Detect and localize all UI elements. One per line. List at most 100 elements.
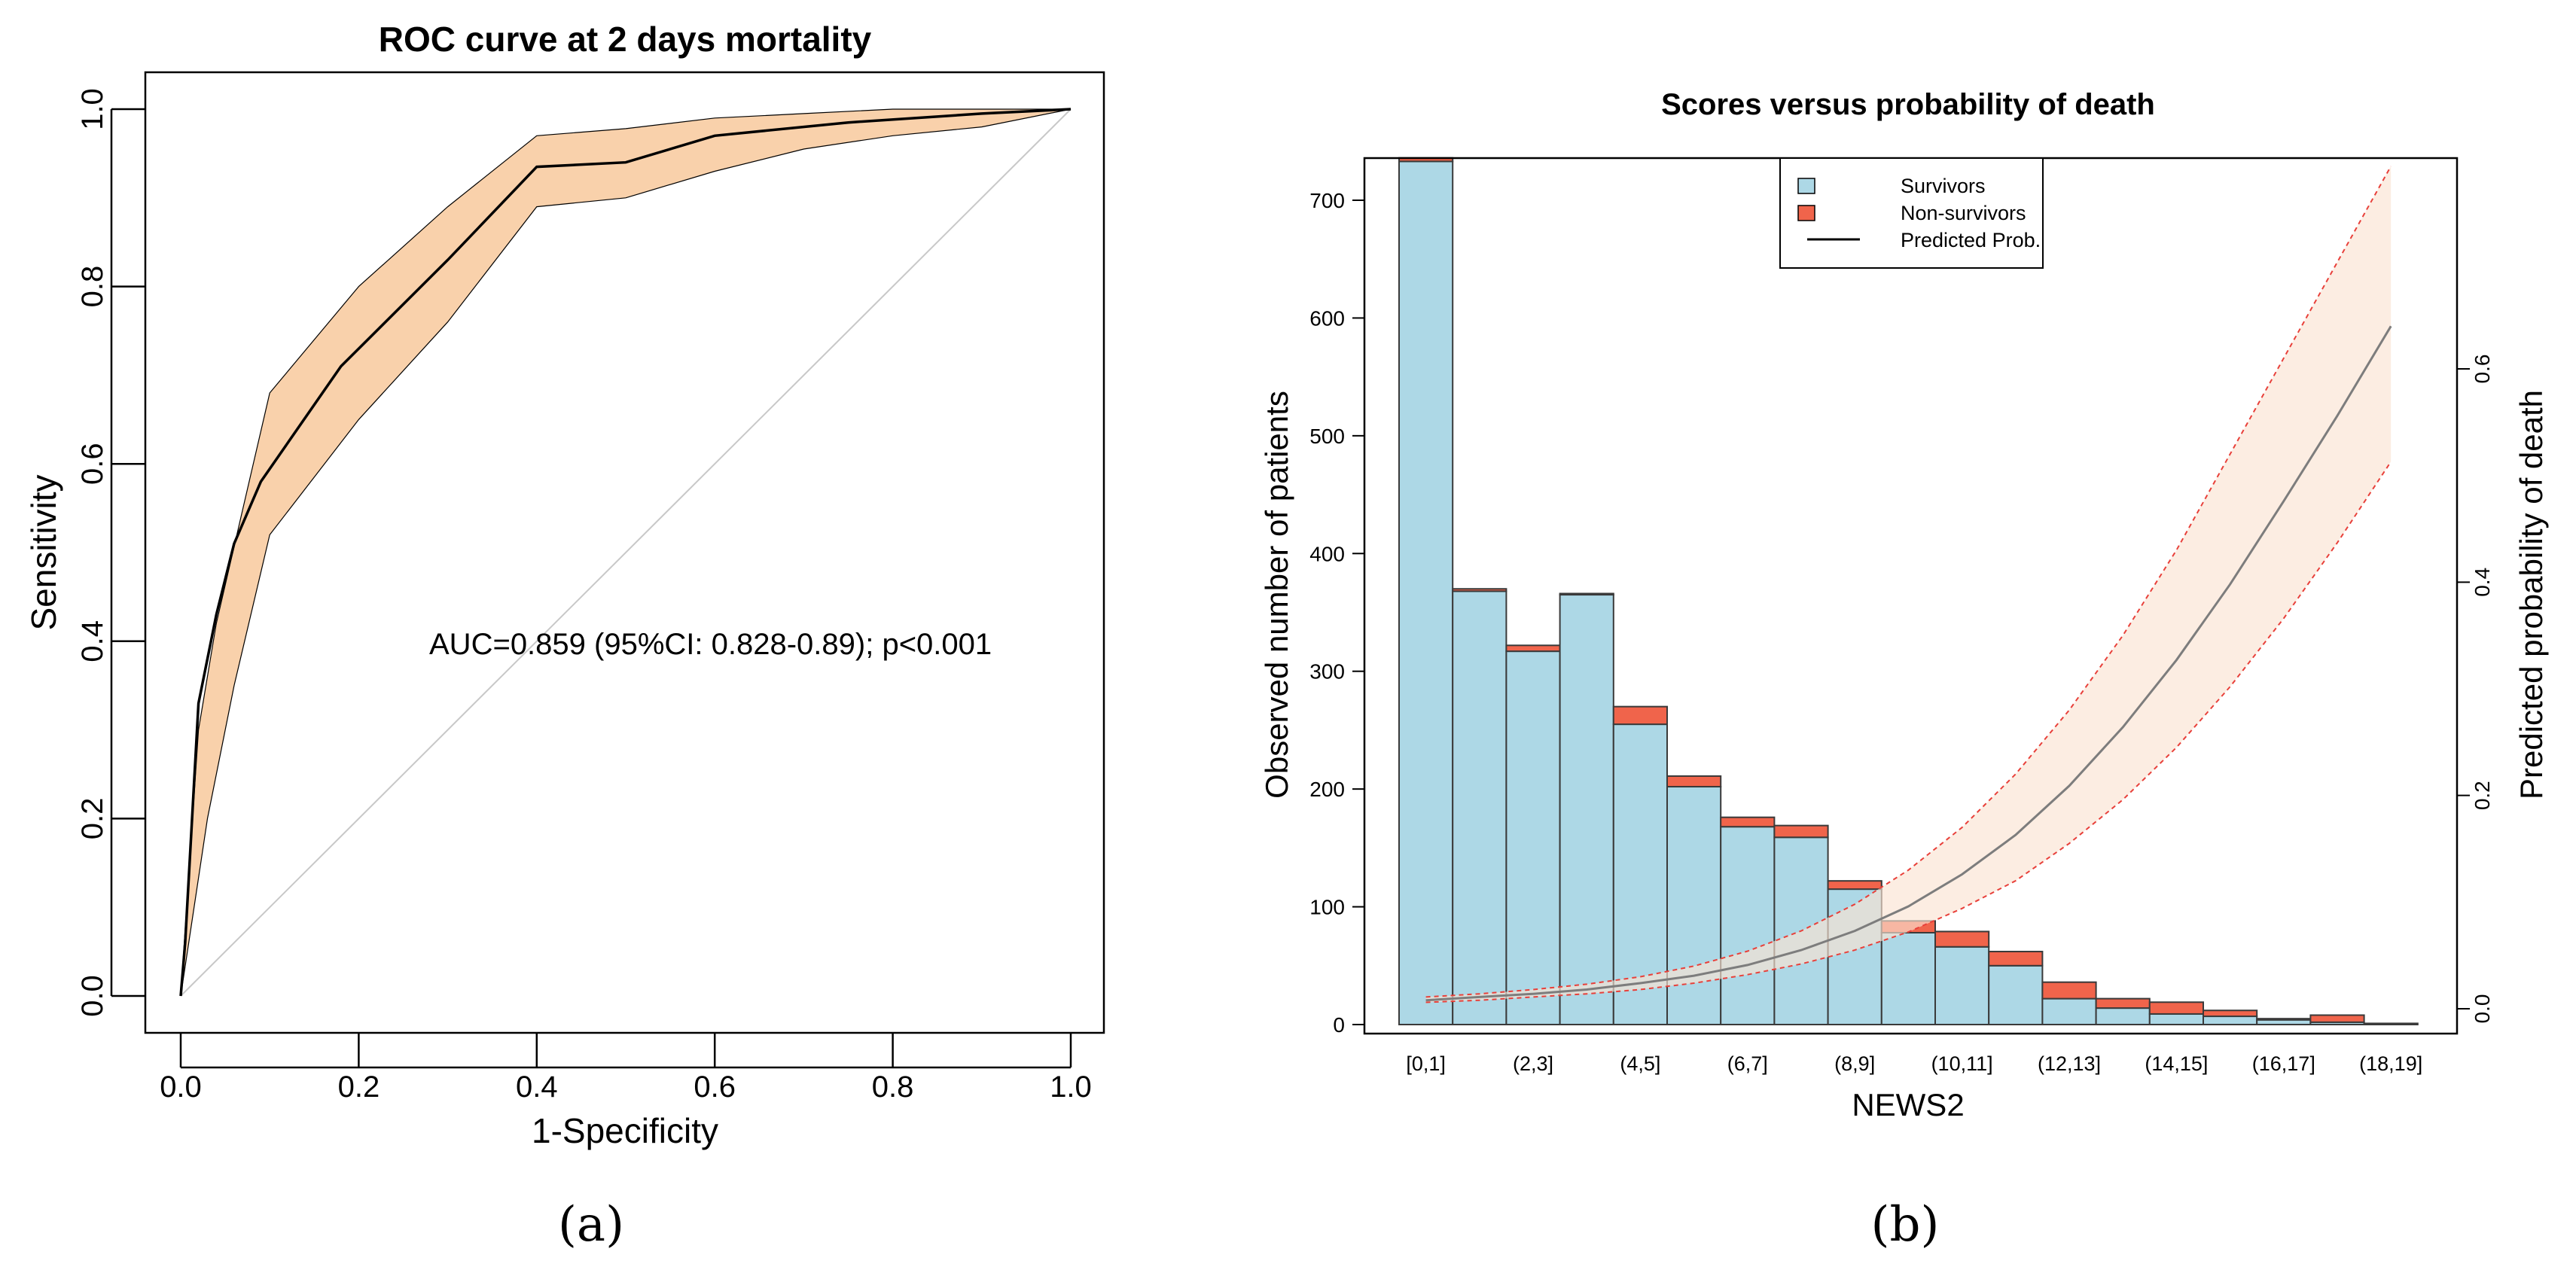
roc-x-tick-label-3: 0.6 <box>694 1070 736 1104</box>
hist-x-ticks: [0,1] (2,3] (4,5] (6,7] (8,9] (10,11] (12,13] (… <box>1406 1052 2422 1075</box>
histogram-panel: Scores versus probability of death 0 100 2… <box>1259 88 2549 1253</box>
hist-x-tick-label-09: (18,19] <box>2359 1052 2422 1075</box>
hist-y-tick-label-1: 100 <box>1309 896 1345 919</box>
predicted-ci-band <box>1425 166 2392 1003</box>
bar-survivors-06 <box>1720 826 1776 1025</box>
bar-survivors-12 <box>2041 997 2097 1025</box>
hist-x-tick-label-05: (10,11] <box>1931 1052 1993 1075</box>
bar-survivors-09 <box>1880 931 1937 1025</box>
roc-y-tick-label-5: 1.0 <box>76 88 109 130</box>
bar-non-survivors-11 <box>1988 951 2044 967</box>
hist-y-tick-label-5: 500 <box>1309 425 1345 448</box>
bar-survivors-01 <box>1452 590 1507 1025</box>
roc-curve <box>179 108 1072 997</box>
bar-non-survivors-14 <box>2148 1001 2205 1015</box>
bar-non-survivors-17 <box>2309 1014 2365 1023</box>
bar-non-survivors-07 <box>1773 824 1829 839</box>
bar-survivors-00 <box>1398 160 1454 1026</box>
roc-x-tick-label-1: 0.2 <box>338 1070 380 1104</box>
hist-y2-tick-label-3: 0.6 <box>2471 355 2494 384</box>
roc-plot-area <box>179 108 1072 997</box>
roc-title: ROC curve at 2 days mortality <box>379 20 872 59</box>
legend-label-non-survivors: Non-survivors <box>1901 202 2026 224</box>
hist-y-tick-label-3: 300 <box>1309 660 1345 684</box>
legend-swatch-non-survivors <box>1797 205 1815 221</box>
roc-y-ticks: 0.0 0.2 0.4 0.6 0.8 1.0 <box>76 88 145 1017</box>
hist-y-tick-label-0: 0 <box>1333 1013 1345 1037</box>
hist-y2-ticks: 0.0 0.2 0.4 0.6 <box>2456 355 2494 1024</box>
legend-swatch-survivors <box>1797 178 1815 194</box>
hist-y2-tick-label-2: 0.4 <box>2471 568 2494 597</box>
bar-non-survivors-03 <box>1559 592 1614 596</box>
hist-y-tick-label-7: 700 <box>1309 189 1345 212</box>
hist-x-axis-label: NEWS2 <box>1852 1087 1964 1122</box>
hist-plot-area <box>1398 157 2419 1026</box>
bar-survivors-13 <box>2095 1007 2151 1025</box>
legend-label-predicted: Predicted Prob. <box>1901 229 2041 251</box>
roc-x-ticks: 0.0 0.2 0.4 0.6 0.8 1.0 <box>160 1033 1092 1104</box>
roc-y-tick-label-0: 0.0 <box>76 975 109 1017</box>
predicted-ci-upper <box>1425 166 2392 998</box>
bar-non-survivors-16 <box>2256 1018 2312 1021</box>
hist-title: Scores versus probability of death <box>1661 88 2155 121</box>
roc-y-tick-label-2: 0.4 <box>76 620 109 662</box>
roc-y-axis-label: Sensitivity <box>24 474 63 630</box>
hist-x-tick-label-02: (4,5] <box>1620 1052 1660 1075</box>
roc-x-tick-label-0: 0.0 <box>160 1070 202 1104</box>
hist-y2-axis-label: Predicted probability of death <box>2514 390 2549 799</box>
legend-label-survivors: Survivors <box>1901 175 1986 197</box>
hist-x-tick-label-04: (8,9] <box>1834 1052 1875 1075</box>
hist-y-axis-label: Observed number of patients <box>1259 391 1294 799</box>
bar-non-survivors-12 <box>2041 981 2097 1000</box>
roc-panel: ROC curve at 2 days mortality 0.0 0.2 0.4 0… <box>24 20 1105 1253</box>
roc-ci-band <box>180 108 1072 997</box>
bar-non-survivors-15 <box>2203 1009 2258 1018</box>
predicted-prob-line <box>1425 325 2392 1002</box>
panel-label-a: (a) <box>558 1197 624 1253</box>
legend: Survivors Non-survivors Predicted Prob. <box>1779 157 2044 269</box>
hist-x-tick-label-08: (16,17] <box>2252 1052 2315 1075</box>
predicted-ci-lower <box>1425 461 2392 1003</box>
hist-y-tick-label-2: 200 <box>1309 778 1345 801</box>
bar-non-survivors-02 <box>1505 644 1561 653</box>
bar-survivors-10 <box>1934 946 1990 1026</box>
bar-survivors-15 <box>2203 1016 2258 1026</box>
hist-x-tick-label-07: (14,15] <box>2145 1052 2208 1075</box>
bar-survivors-18 <box>2363 1022 2419 1025</box>
roc-y-tick-label-1: 0.2 <box>76 798 109 840</box>
roc-x-tick-label-2: 0.4 <box>516 1070 558 1104</box>
hist-y-tick-label-6: 600 <box>1309 306 1345 330</box>
hist-y2-tick-label-0: 0.0 <box>2471 994 2494 1024</box>
hist-y-ticks: 0 100 200 300 400 500 600 700 <box>1309 189 1365 1037</box>
roc-x-tick-label-4: 0.8 <box>872 1070 914 1104</box>
hist-y-tick-label-4: 400 <box>1309 542 1345 565</box>
hist-x-tick-label-01: (2,3] <box>1513 1052 1553 1075</box>
roc-x-tick-label-5: 1.0 <box>1050 1070 1092 1104</box>
roc-y-tick-label-3: 0.6 <box>76 443 109 485</box>
bar-survivors-05 <box>1666 786 1722 1025</box>
bar-survivors-03 <box>1559 594 1614 1025</box>
roc-x-axis-label: 1-Specificity <box>532 1111 718 1150</box>
bar-non-survivors-08 <box>1827 880 1882 891</box>
bar-non-survivors-05 <box>1666 775 1722 788</box>
predicted-prob-layer <box>1425 166 2392 1003</box>
roc-annotation: AUC=0.859 (95%CI: 0.828-0.89); p<0.001 <box>429 628 992 661</box>
legend-box <box>1779 157 2044 269</box>
bar-non-survivors-04 <box>1612 705 1669 726</box>
bar-survivors-11 <box>1988 964 2044 1026</box>
bar-non-survivors-13 <box>2095 997 2151 1009</box>
bar-survivors-14 <box>2148 1013 2205 1025</box>
bar-survivors-02 <box>1505 650 1561 1025</box>
roc-reference-diagonal <box>180 108 1072 997</box>
hist-y2-tick-label-1: 0.2 <box>2471 781 2494 810</box>
panel-label-b: (b) <box>1871 1197 1940 1253</box>
hist-x-tick-label-06: (12,13] <box>2038 1052 2101 1075</box>
roc-plot-frame <box>144 71 1105 1034</box>
hist-x-tick-label-00: [0,1] <box>1406 1052 1446 1075</box>
bar-non-survivors-10 <box>1934 930 1990 948</box>
roc-y-tick-label-4: 0.8 <box>76 266 109 308</box>
bar-non-survivors-06 <box>1720 816 1776 828</box>
hist-x-tick-label-03: (6,7] <box>1727 1052 1768 1075</box>
bar-non-survivors-01 <box>1452 588 1507 592</box>
